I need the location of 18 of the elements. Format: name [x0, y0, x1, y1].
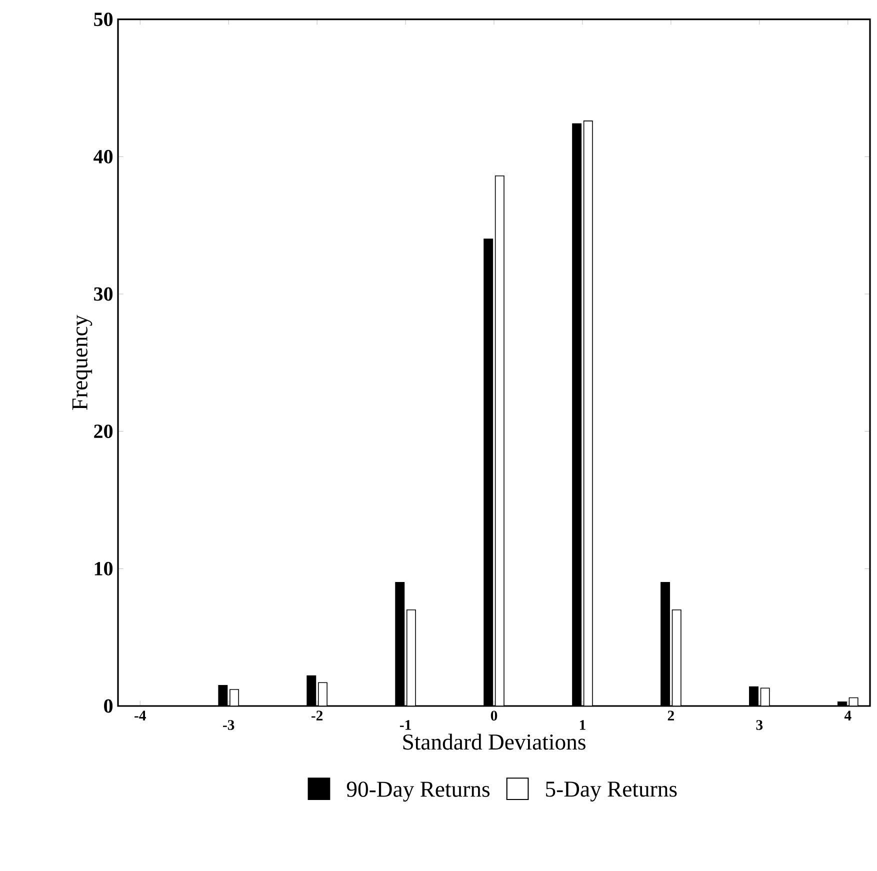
x-tick-label: 1	[580, 720, 586, 730]
y-tick-label: 10	[94, 562, 113, 576]
legend-label: 5-Day Returns	[546, 782, 677, 802]
y-tick-label: 20	[94, 424, 113, 438]
x-tick-label: -3	[223, 720, 234, 730]
x-tick-label: -2	[312, 710, 323, 720]
y-axis-title: Frequency	[72, 314, 92, 410]
x-tick-label: 3	[756, 720, 763, 730]
y-tick-label: 50	[94, 12, 113, 26]
x-tick-label: -1	[400, 720, 411, 730]
y-tick-label: 30	[94, 287, 113, 301]
legend-label: 90-Day Returns	[346, 782, 490, 802]
x-tick-label: 2	[668, 710, 674, 720]
x-tick-label: 4	[844, 710, 852, 720]
x-axis-title: Standard Deviations	[403, 734, 586, 750]
y-tick-label: 40	[94, 150, 113, 164]
x-tick-label: -4	[134, 710, 146, 720]
x-tick-label: 0	[490, 710, 498, 721]
